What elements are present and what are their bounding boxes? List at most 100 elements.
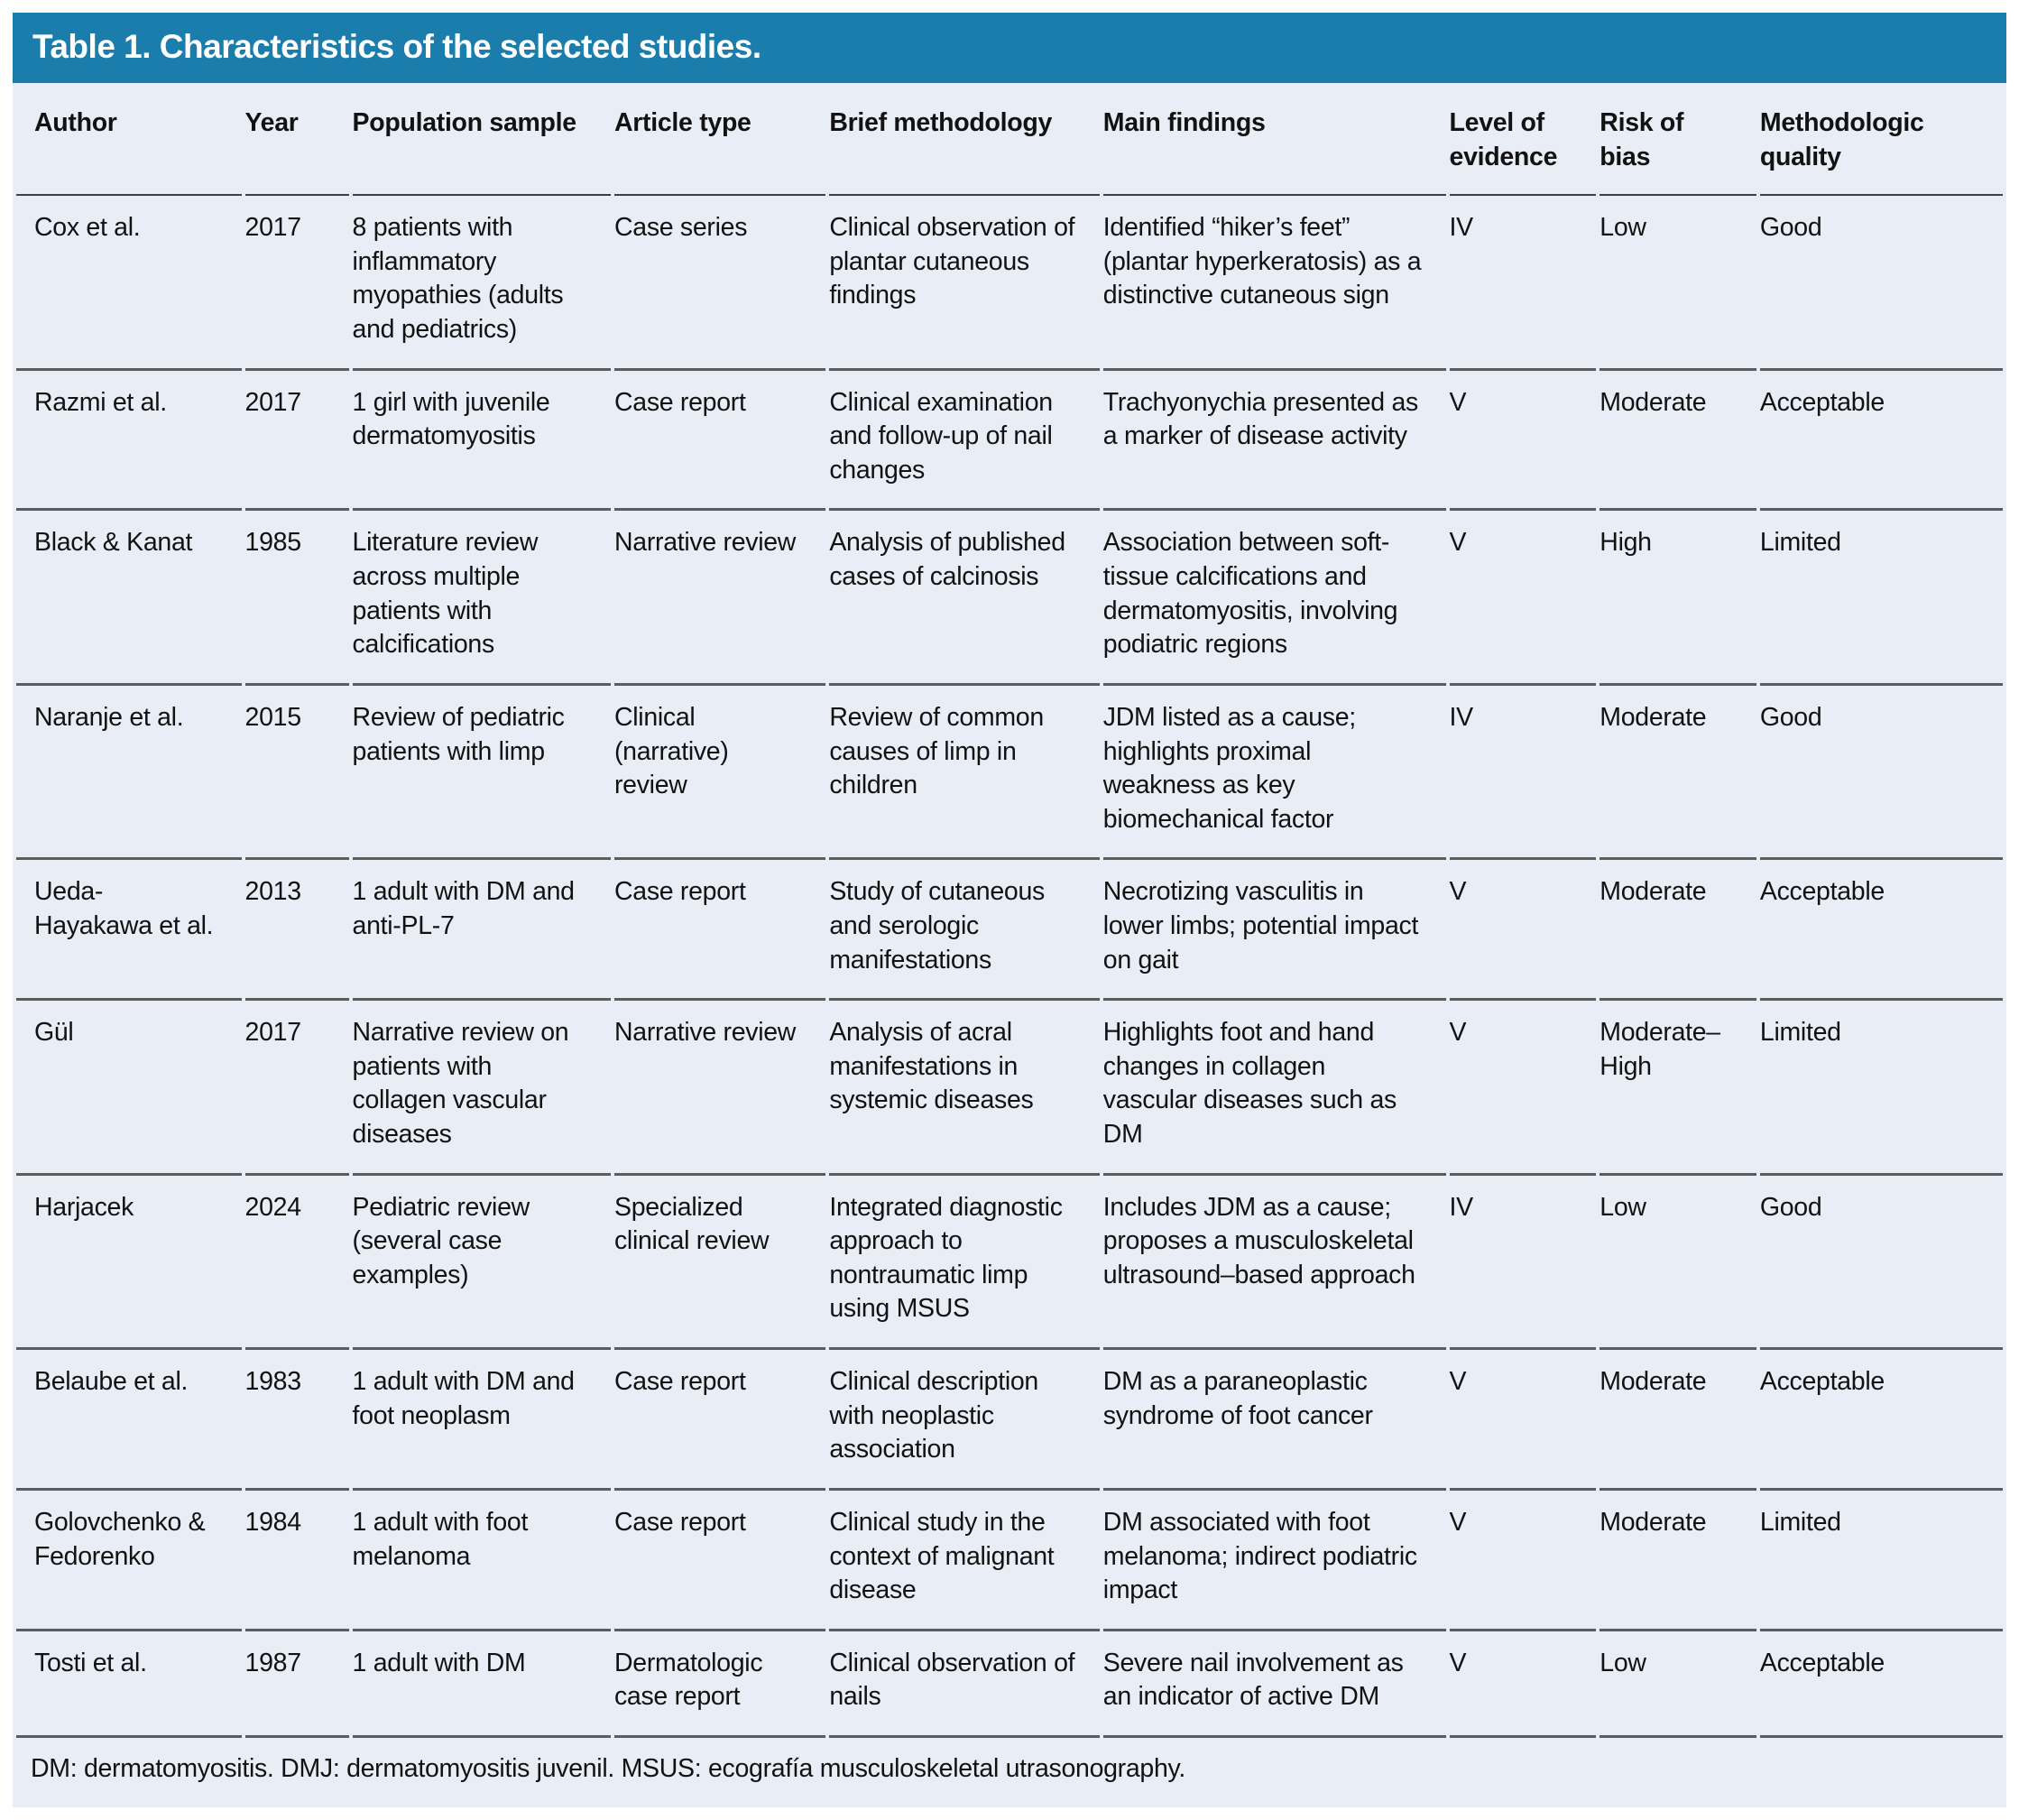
cell-methodology: Analysis of acral manifestations in syst… [829,1001,1100,1176]
column-header-year: Year [244,83,349,197]
cell-article-type: Case report [613,860,826,1002]
cell-findings: Includes JDM as a cause; proposes a musc… [1102,1176,1446,1351]
cell-article-type: Case series [613,196,826,371]
cell-author: Ueda-Hayakawa et al. [16,860,242,1002]
cell-findings: Association between soft-tissue calcific… [1102,511,1446,686]
table-footnote: DM: dermatomyositis. DMJ: dermatomyositi… [31,1753,1185,1783]
cell-population: 1 adult with DM and foot neoplasm [352,1350,611,1491]
cell-quality: Limited [1759,1491,2003,1631]
cell-author: Tosti et al. [16,1631,242,1738]
cell-methodology: Clinical observation of plantar cutaneou… [829,196,1100,371]
cell-findings: Necrotizing vasculitis in lower limbs; p… [1102,860,1446,1002]
cell-findings: Severe nail involvement as an indicator … [1102,1631,1446,1738]
cell-quality: Good [1759,686,2003,861]
cell-year: 2017 [244,1001,349,1176]
cell-bias: Moderate–High [1600,1001,1756,1176]
header-row: Author Year Population sample Article ty… [16,83,2003,197]
table-row: Razmi et al. 2017 1 girl with juvenile der… [16,371,2003,512]
column-header-main-findings: Main findings [1102,83,1446,197]
cell-methodology: Integrated diagnostic approach to nontra… [829,1176,1100,1351]
cell-evidence: V [1449,1631,1597,1738]
cell-year: 2024 [244,1176,349,1351]
cell-author: Razmi et al. [16,371,242,512]
column-header-risk-of-bias: Risk of bias [1600,83,1756,197]
cell-bias: Moderate [1600,371,1756,512]
cell-year: 2015 [244,686,349,861]
study-characteristics-table-panel: Table 1. Characteristics of the selected… [13,13,2006,1807]
table-row: Belaube et al. 1983 1 adult with DM and fo… [16,1350,2003,1491]
cell-author: Black & Kanat [16,511,242,686]
cell-evidence: IV [1449,686,1597,861]
cell-evidence: V [1449,511,1597,686]
table-row: Ueda-Hayakawa et al. 2013 1 adult with DM … [16,860,2003,1002]
cell-methodology: Clinical examination and follow-up of na… [829,371,1100,512]
cell-findings: JDM listed as a cause; highlights proxim… [1102,686,1446,861]
table-row: Black & Kanat 1985 Literature review acros… [16,511,2003,686]
cell-population: Review of pediatric patients with limp [352,686,611,861]
cell-year: 2017 [244,196,349,371]
column-header-level-of-evidence: Level of evidence [1449,83,1597,197]
column-header-methodologic-quality: Methodologic quality [1759,83,2003,197]
studies-table: Author Year Population sample Article ty… [13,83,2006,1738]
cell-population: Pediatric review (several case examples) [352,1176,611,1351]
cell-author: Naranje et al. [16,686,242,861]
cell-methodology: Clinical study in the context of maligna… [829,1491,1100,1631]
cell-author: Harjacek [16,1176,242,1351]
cell-findings: Identified “hiker’s feet” (plantar hyper… [1102,196,1446,371]
table-row: Harjacek 2024 Pediatric review (several ca… [16,1176,2003,1351]
cell-evidence: V [1449,1491,1597,1631]
cell-quality: Good [1759,1176,2003,1351]
cell-year: 1985 [244,511,349,686]
table-row: Cox et al. 2017 8 patients with inflammato… [16,196,2003,371]
cell-quality: Acceptable [1759,1631,2003,1738]
cell-population: Literature review across multiple patien… [352,511,611,686]
cell-bias: Moderate [1600,860,1756,1002]
cell-author: Gül [16,1001,242,1176]
cell-article-type: Narrative review [613,1001,826,1176]
table-title: Table 1. Characteristics of the selected… [13,13,2006,83]
cell-article-type: Specialized clinical review [613,1176,826,1351]
cell-bias: Moderate [1600,1350,1756,1491]
cell-population: 1 adult with DM [352,1631,611,1738]
table-row: Tosti et al. 1987 1 adult with DM Dermatolo… [16,1631,2003,1738]
cell-quality: Good [1759,196,2003,371]
cell-year: 2017 [244,371,349,512]
cell-quality: Limited [1759,1001,2003,1176]
cell-findings: Trachyonychia presented as a marker of d… [1102,371,1446,512]
cell-evidence: V [1449,1001,1597,1176]
cell-author: Golovchenko & Fedorenko [16,1491,242,1631]
table-row: Gül 2017 Narrative review on patients with… [16,1001,2003,1176]
table-row: Golovchenko & Fedorenko 1984 1 adult with … [16,1491,2003,1631]
cell-population: 8 patients with inflammatory myopathies … [352,196,611,371]
cell-article-type: Case report [613,371,826,512]
cell-article-type: Case report [613,1491,826,1631]
column-header-author: Author [16,83,242,197]
cell-population: 1 girl with juvenile dermatomyositis [352,371,611,512]
cell-article-type: Case report [613,1350,826,1491]
cell-year: 1984 [244,1491,349,1631]
cell-bias: Moderate [1600,686,1756,861]
cell-findings: Highlights foot and hand changes in coll… [1102,1001,1446,1176]
table-body: Cox et al. 2017 8 patients with inflammato… [16,196,2003,1738]
cell-findings: DM as a paraneoplastic syndrome of foot … [1102,1350,1446,1491]
cell-bias: Low [1600,1631,1756,1738]
cell-quality: Acceptable [1759,860,2003,1002]
cell-quality: Acceptable [1759,1350,2003,1491]
cell-article-type: Clinical (narrative) review [613,686,826,861]
cell-methodology: Review of common causes of limp in child… [829,686,1100,861]
cell-methodology: Study of cutaneous and serologic manifes… [829,860,1100,1002]
cell-bias: High [1600,511,1756,686]
cell-evidence: IV [1449,196,1597,371]
cell-population: 1 adult with DM and anti-PL-7 [352,860,611,1002]
cell-bias: Low [1600,1176,1756,1351]
cell-year: 2013 [244,860,349,1002]
cell-year: 1987 [244,1631,349,1738]
table-row: Naranje et al. 2015 Review of pediatric pa… [16,686,2003,861]
column-header-brief-methodology: Brief methodology [829,83,1100,197]
cell-quality: Limited [1759,511,2003,686]
cell-evidence: V [1449,1350,1597,1491]
column-header-article-type: Article type [613,83,826,197]
cell-year: 1983 [244,1350,349,1491]
cell-bias: Low [1600,196,1756,371]
cell-findings: DM associated with foot melanoma; indire… [1102,1491,1446,1631]
